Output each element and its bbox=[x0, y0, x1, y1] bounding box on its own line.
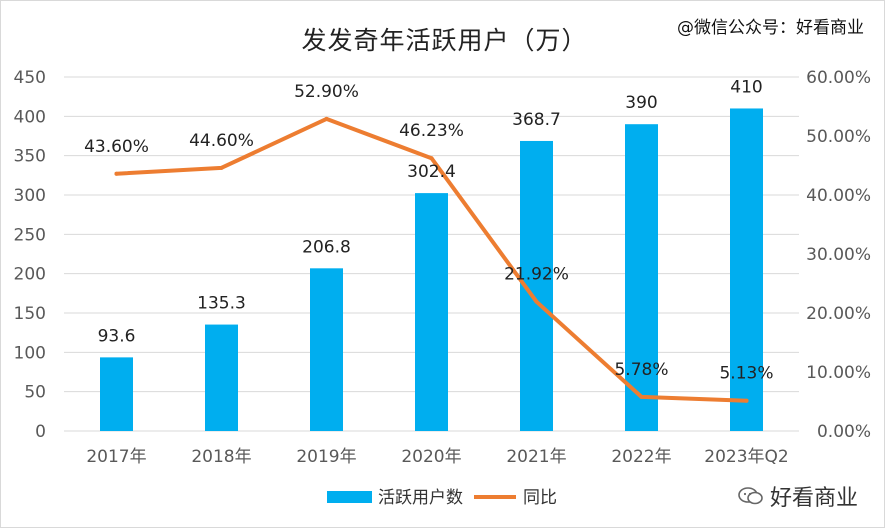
line-data-label: 52.90% bbox=[294, 82, 359, 102]
right-tick-label: 0.00% bbox=[817, 422, 871, 442]
left-tick-label: 300 bbox=[14, 186, 46, 206]
line-data-labels: 43.60% 44.60% 52.90% 46.23% 21.92% 5.78% 5.13% bbox=[84, 82, 773, 384]
bar-data-label: 93.6 bbox=[98, 326, 136, 346]
x-tick-label: 2021年 bbox=[506, 447, 566, 467]
line-data-label: 5.13% bbox=[719, 364, 773, 384]
line-point bbox=[324, 116, 329, 121]
x-tick-label: 2018年 bbox=[191, 447, 251, 467]
line-data-label: 21.92% bbox=[504, 265, 569, 285]
right-tick-label: 60.00% bbox=[806, 68, 871, 88]
right-tick-label: 40.00% bbox=[806, 186, 871, 206]
right-tick-label: 20.00% bbox=[806, 304, 871, 324]
x-tick-label: 2019年 bbox=[296, 447, 356, 467]
line-series bbox=[114, 116, 749, 403]
right-tick-label: 30.00% bbox=[806, 245, 871, 265]
chart-title: 发发奇年活跃用户（万） bbox=[301, 26, 588, 55]
line-point bbox=[639, 394, 644, 399]
left-tick-label: 350 bbox=[14, 147, 46, 167]
bar-data-label: 390 bbox=[625, 93, 657, 113]
bar-data-label: 302.4 bbox=[407, 162, 456, 182]
left-tick-label: 250 bbox=[14, 225, 46, 245]
bar bbox=[205, 324, 238, 431]
line-data-label: 46.23% bbox=[399, 121, 464, 141]
watermark-top: @微信公众号：好看商业 bbox=[677, 18, 864, 38]
line-data-label: 44.60% bbox=[189, 131, 254, 151]
right-tick-label: 50.00% bbox=[806, 127, 871, 147]
legend-line-label: 同比 bbox=[523, 488, 557, 508]
line-point bbox=[534, 299, 539, 304]
bar-data-label: 135.3 bbox=[197, 294, 246, 314]
bar bbox=[415, 193, 448, 431]
left-tick-label: 50 bbox=[24, 383, 46, 403]
left-tick-label: 150 bbox=[14, 304, 46, 324]
line-data-label: 43.60% bbox=[84, 137, 149, 157]
right-tick-label: 10.00% bbox=[806, 363, 871, 383]
line-data-label: 5.78% bbox=[614, 360, 668, 380]
line-point bbox=[744, 398, 749, 403]
legend: 活跃用户数 同比 bbox=[327, 488, 557, 508]
watermark-bottom: 好看商业 bbox=[738, 480, 858, 512]
wechat-icon bbox=[738, 487, 763, 505]
left-tick-label: 0 bbox=[35, 422, 46, 442]
legend-bar-swatch bbox=[327, 491, 372, 503]
bar-data-label: 410 bbox=[730, 77, 762, 97]
x-tick-label: 2022年 bbox=[611, 447, 671, 467]
left-tick-label: 400 bbox=[14, 107, 46, 127]
bar-data-labels: 93.6 135.3 206.8 302.4 368.7 390 410 bbox=[98, 77, 763, 346]
left-tick-label: 100 bbox=[14, 343, 46, 363]
bar bbox=[310, 268, 343, 431]
right-axis-ticks: 0.00% 10.00% 20.00% 30.00% 40.00% 50.00% 60.00… bbox=[806, 68, 871, 442]
watermark-bottom-text: 好看商业 bbox=[769, 486, 858, 511]
bar bbox=[730, 108, 763, 431]
x-axis-ticks: 2017年 2018年 2019年 2020年 2021年 2022年 2023年Q2 bbox=[86, 447, 788, 467]
left-axis-ticks: 0 50 100 150 200 250 300 350 400 450 bbox=[14, 68, 46, 442]
line-point bbox=[429, 156, 434, 161]
x-tick-label: 2017年 bbox=[86, 447, 146, 467]
bar bbox=[100, 357, 133, 431]
x-tick-label: 2023年Q2 bbox=[704, 447, 788, 467]
bar-data-label: 368.7 bbox=[512, 110, 561, 130]
bar-data-label: 206.8 bbox=[302, 237, 351, 257]
x-tick-label: 2020年 bbox=[401, 447, 461, 467]
bar-series bbox=[100, 108, 763, 431]
legend-bar-label: 活跃用户数 bbox=[378, 488, 463, 508]
line-point bbox=[219, 165, 224, 170]
line-point bbox=[114, 171, 119, 176]
left-tick-label: 200 bbox=[14, 265, 46, 285]
bar bbox=[625, 124, 658, 431]
left-tick-label: 450 bbox=[14, 68, 46, 88]
